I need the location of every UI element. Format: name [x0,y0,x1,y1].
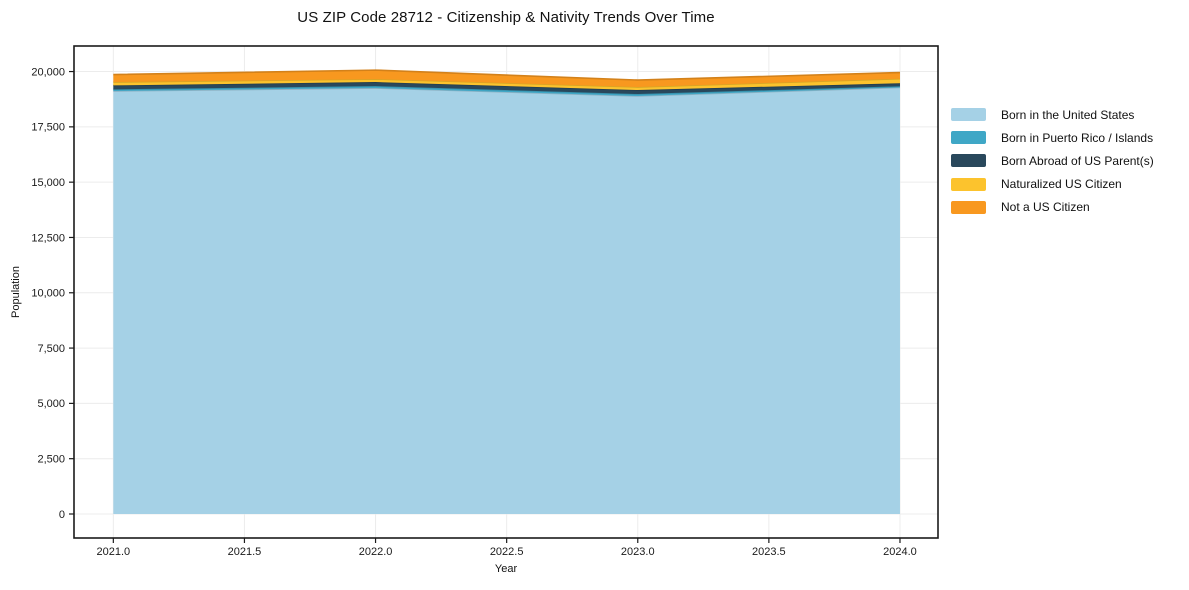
legend-label: Born Abroad of US Parent(s) [1001,153,1154,168]
y-tick-label: 7,500 [37,343,65,355]
chart-title: US ZIP Code 28712 - Citizenship & Nativi… [297,9,715,26]
legend-label: Not a US Citizen [1001,200,1090,215]
legend-swatch-not-a-us-citizen [951,200,986,214]
area-born-in-puerto-rico-islands [113,86,900,96]
x-tick-label: 2022.0 [359,546,393,558]
area-not-a-us-citizen [113,70,900,88]
y-tick-label: 15,000 [31,177,65,189]
x-tick-label: 2024.0 [883,546,917,558]
x-tick-label: 2022.5 [490,546,524,558]
y-tick-label: 20,000 [31,66,65,78]
x-tick-label: 2021.5 [228,546,262,558]
legend-label: Born in the United States [1001,107,1135,122]
y-tick-label: 10,000 [31,288,65,300]
area-edge-not-a-us-citizen [113,69,901,81]
y-axis-label: Population [10,266,22,318]
legend: Born in the United States Born in Puerto … [951,103,1154,219]
x-axis-label: Year [494,563,518,575]
legend-swatch-born-abroad-of-us-parent-s [951,154,986,168]
area-edge-born-in-puerto-rico-islands [113,85,901,95]
y-tick-label: 2,500 [37,453,65,465]
y-tick-label: 5,000 [37,398,65,410]
legend-item-born-in-puerto-rico-islands: Born in Puerto Rico / Islands [951,126,1154,149]
y-tick-label: 0 [59,509,65,521]
area-born-in-the-united-states [113,87,900,514]
x-tick-label: 2021.0 [97,546,131,558]
legend-swatch-born-in-puerto-rico-islands [951,131,986,145]
area-born-abroad-of-us-parent-s [113,82,900,95]
legend-item-naturalized-us-citizen: Naturalized US Citizen [951,173,1154,196]
legend-item-not-a-us-citizen: Not a US Citizen [951,196,1154,219]
legend-swatch-naturalized-us-citizen [951,177,986,191]
legend-swatch-born-in-the-united-states [951,108,986,122]
legend-label: Naturalized US Citizen [1001,177,1122,192]
x-tick-label: 2023.0 [621,546,655,558]
legend-label: Born in Puerto Rico / Islands [1001,130,1154,145]
legend-item-born-abroad-of-us-parent-s: Born Abroad of US Parent(s) [951,149,1154,172]
area-naturalized-us-citizen [113,78,900,91]
x-tick-label: 2023.5 [752,546,786,558]
legend-item-born-in-the-united-states: Born in the United States [951,103,1154,126]
plot-frame [73,45,939,539]
y-tick-label: 17,500 [31,122,65,134]
y-tick-label: 12,500 [31,232,65,244]
